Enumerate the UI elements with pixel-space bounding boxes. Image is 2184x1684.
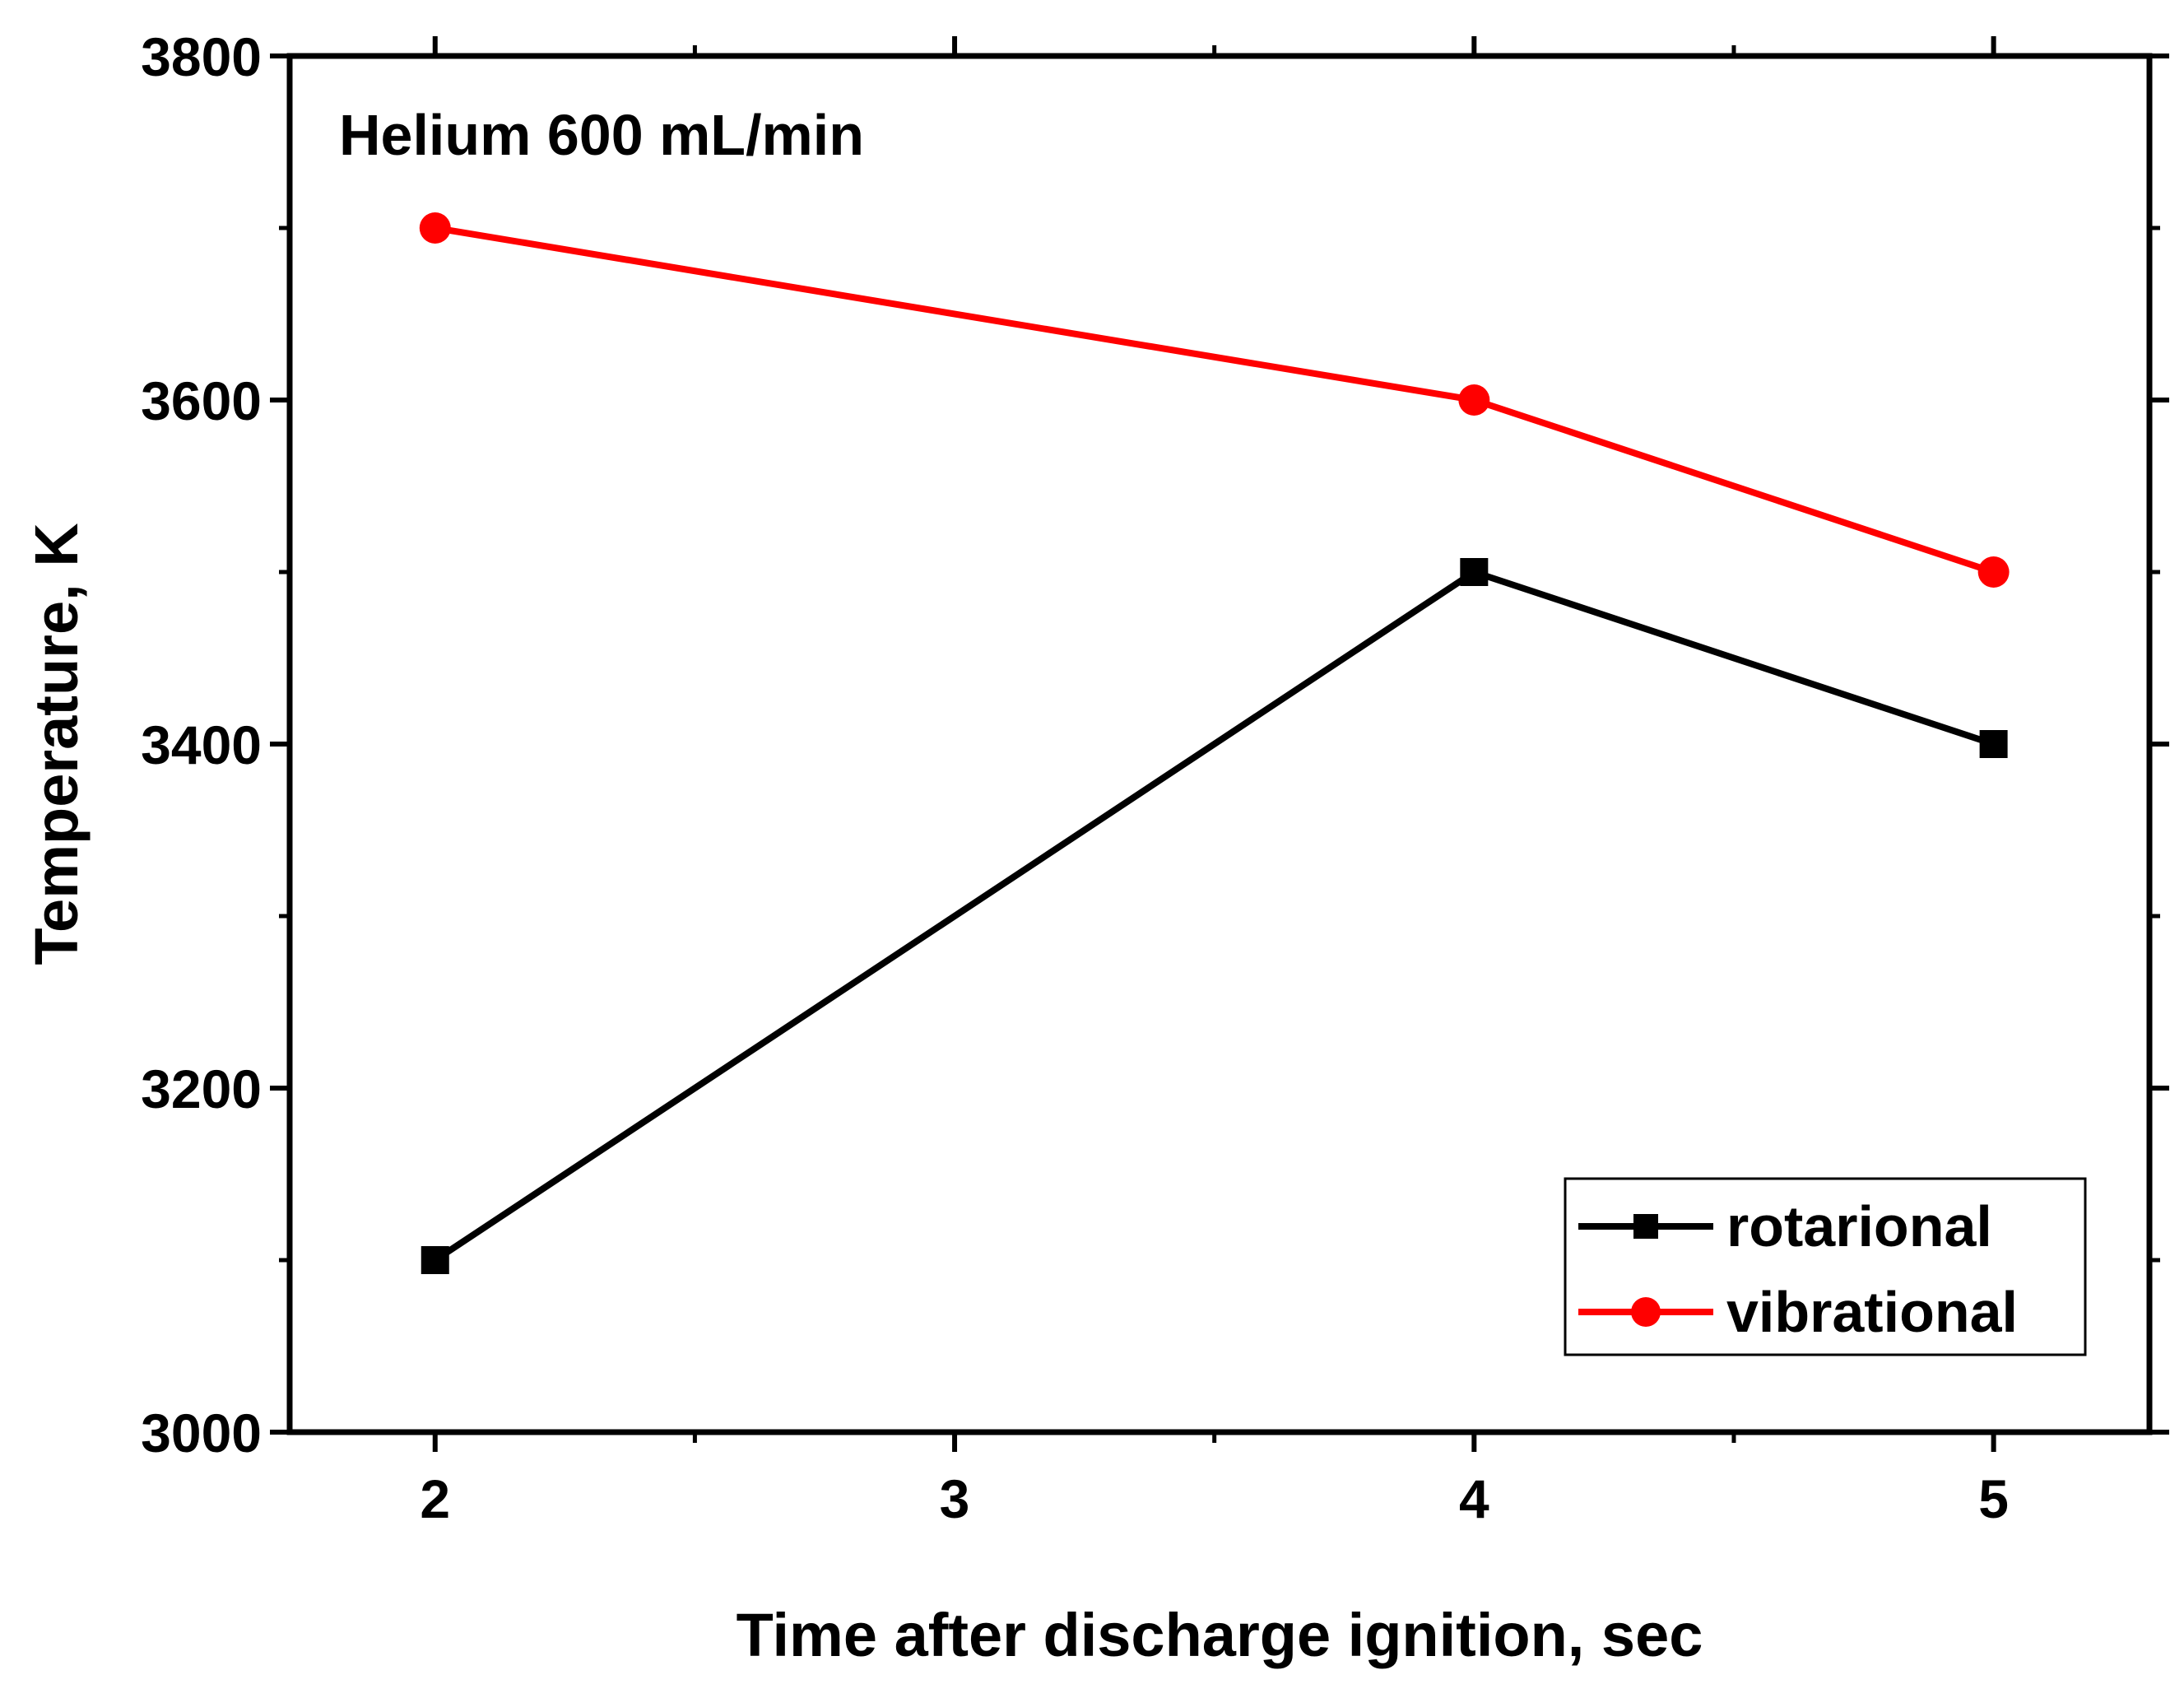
series-vibrational bbox=[419, 212, 2010, 588]
y-tick-label: 3400 bbox=[141, 714, 262, 775]
series-line-vibrational bbox=[434, 225, 1995, 575]
legend-marker-rotarional bbox=[1633, 1214, 1658, 1239]
series-line-rotarional bbox=[433, 569, 1995, 1263]
series-rotarional bbox=[421, 558, 2008, 1274]
axis-tick-labels: 2 3 4 5 3000 3200 3400 3600 3800 bbox=[141, 26, 2009, 1529]
x-tick-label: 5 bbox=[1978, 1468, 2009, 1529]
data-point-rotarional bbox=[1460, 558, 1489, 586]
x-tick-label: 3 bbox=[940, 1468, 970, 1529]
y-axis-title: Temperature, K bbox=[22, 523, 91, 965]
data-point-rotarional bbox=[421, 1246, 449, 1274]
series-layer bbox=[419, 212, 2010, 1274]
legend-label-rotarional: rotarional bbox=[1726, 1194, 1992, 1258]
x-axis-title: Time after discharge ignition, sec bbox=[737, 1601, 1703, 1669]
data-point-vibrational bbox=[419, 212, 451, 244]
y-tick-label: 3800 bbox=[141, 26, 262, 87]
data-point-vibrational bbox=[1458, 384, 1490, 416]
legend-label-vibrational: vibrational bbox=[1726, 1280, 2018, 1344]
y-tick-label: 3000 bbox=[141, 1403, 262, 1463]
y-tick-label: 3200 bbox=[141, 1058, 262, 1119]
data-point-vibrational bbox=[1977, 556, 2010, 588]
axis-ticks bbox=[270, 36, 2169, 1452]
chart-annotation: Helium 600 mL/min bbox=[339, 103, 864, 167]
x-tick-label: 2 bbox=[420, 1468, 450, 1529]
x-tick-label: 4 bbox=[1459, 1468, 1489, 1529]
legend-marker-vibrational bbox=[1631, 1297, 1661, 1327]
data-point-rotarional bbox=[1979, 730, 2008, 758]
legend: rotarional vibrational bbox=[1564, 1177, 2087, 1356]
y-tick-label: 3600 bbox=[141, 370, 262, 431]
